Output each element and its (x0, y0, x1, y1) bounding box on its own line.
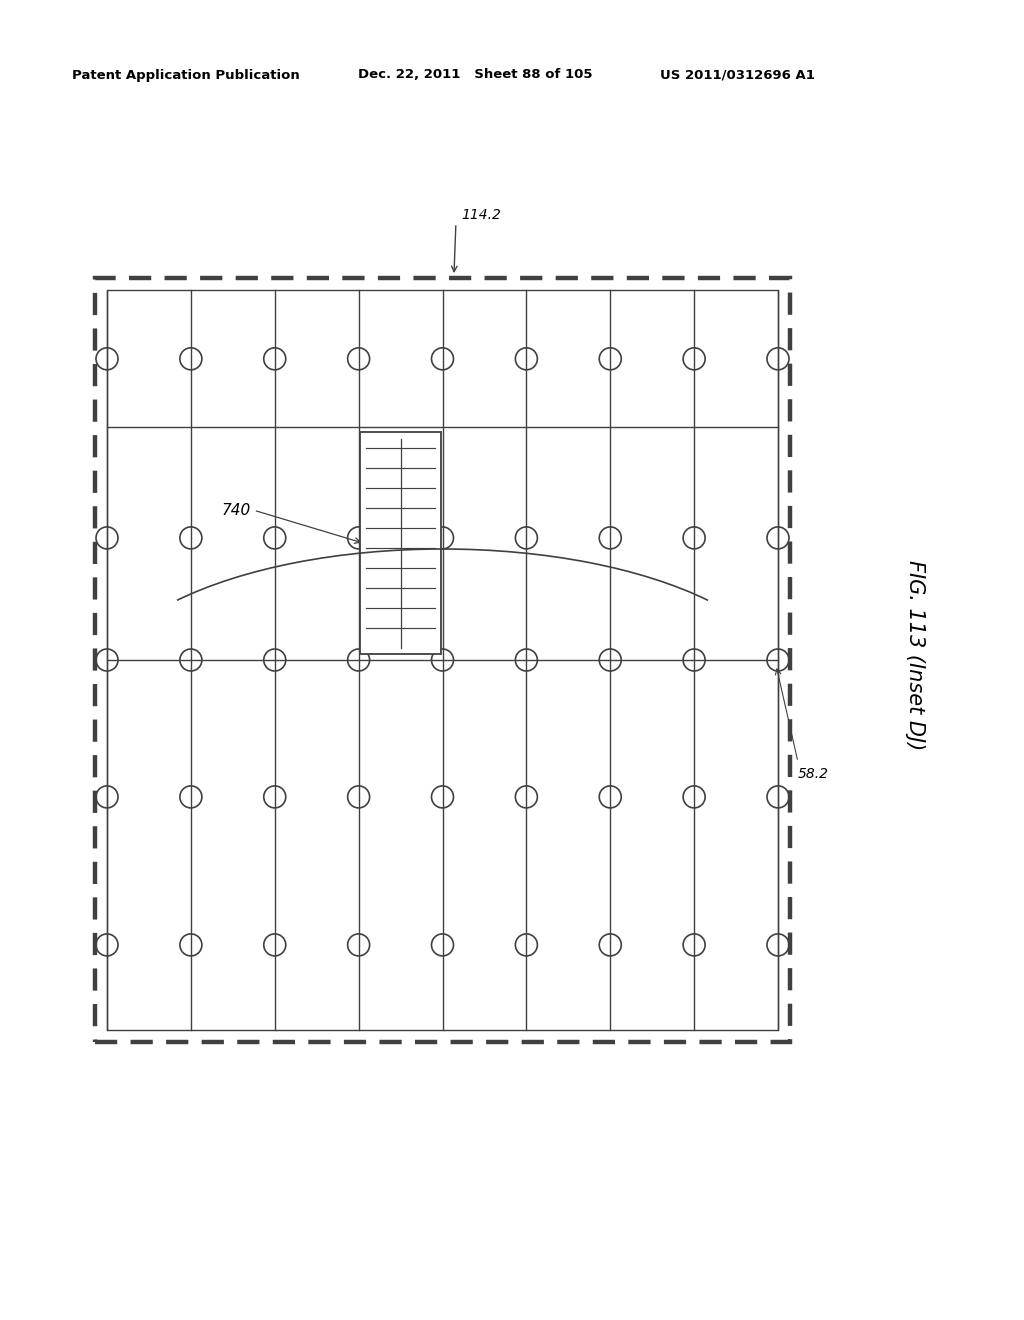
Text: 114.2: 114.2 (461, 209, 501, 222)
Text: FIG. 113 (Inset DJ): FIG. 113 (Inset DJ) (905, 560, 925, 750)
Text: 740: 740 (221, 503, 251, 517)
Bar (360, 433, 440, 655)
Text: Patent Application Publication: Patent Application Publication (72, 69, 300, 82)
Bar (95, 279, 790, 1041)
Text: Dec. 22, 2011   Sheet 88 of 105: Dec. 22, 2011 Sheet 88 of 105 (358, 69, 593, 82)
Text: 58.2: 58.2 (798, 767, 829, 781)
Bar (106, 290, 778, 1030)
Text: US 2011/0312696 A1: US 2011/0312696 A1 (660, 69, 815, 82)
